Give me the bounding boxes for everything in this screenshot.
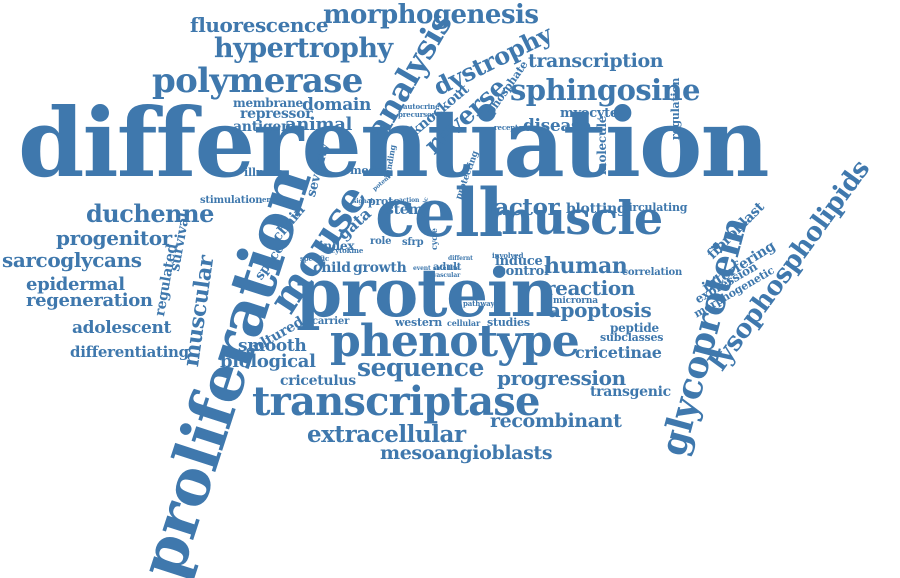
word-membrane: membrane xyxy=(233,96,303,110)
word-cricetulus: cricetulus xyxy=(280,373,356,389)
word-mesoangioblasts: mesoangioblasts xyxy=(380,442,553,464)
word-subclasses: subclasses xyxy=(600,331,664,344)
word-disease: disease xyxy=(523,116,591,136)
word-progression: progression xyxy=(497,366,626,390)
word-event: event xyxy=(413,265,431,272)
word-blotting: blotting xyxy=(566,201,627,217)
word-cell: cell xyxy=(375,174,503,252)
word-morphogenesis: morphogenesis xyxy=(323,0,539,30)
word-stimulation: stimulation xyxy=(200,195,263,206)
word-differentiation: differentiation xyxy=(18,88,770,199)
word-myocyte: myocyte xyxy=(560,106,618,121)
word-control: control xyxy=(498,264,549,279)
word-apoptosis: apoptosis xyxy=(548,298,652,322)
word-studies: studies xyxy=(487,316,530,329)
word-differentiating: differentiating xyxy=(70,343,189,361)
word-recombinant: recombinant xyxy=(490,410,622,432)
word-sfrp: sfrp xyxy=(402,237,424,248)
word-human: human xyxy=(544,253,628,279)
word-circulating: circulating xyxy=(622,201,688,214)
word-sarcoglycans: sarcoglycans xyxy=(2,248,142,272)
word-cellular: cellular xyxy=(447,318,481,328)
word-pathway: pathway xyxy=(463,299,495,308)
word-duchenne: duchenne xyxy=(86,199,214,228)
word-domain: domain xyxy=(302,95,372,115)
word-correlation: correlation xyxy=(622,267,683,278)
word-involved: involved xyxy=(492,251,524,260)
word-smooth: smooth xyxy=(238,336,307,356)
word-western: western xyxy=(395,316,442,329)
word-microrna: microrna xyxy=(553,296,598,306)
word-sequence: sequence xyxy=(357,353,484,382)
word-vascular: vascular xyxy=(433,272,461,279)
word-extracellular: extracellular xyxy=(307,421,466,448)
word-transcriptase: transcriptase xyxy=(252,378,540,425)
word-progenitor: progenitor xyxy=(56,226,172,250)
word-molecule: molecule xyxy=(595,115,609,175)
word-epidermal: epidermal xyxy=(26,274,125,295)
word-fluorescence: fluorescence xyxy=(190,13,329,37)
word-carrier: carrier xyxy=(312,316,350,327)
word-reaction: reaction xyxy=(545,276,635,300)
word-transcription: transcription xyxy=(528,50,664,72)
word-proto: proto xyxy=(368,195,401,208)
word-induce: induce xyxy=(495,254,543,269)
word-satellite: satellite xyxy=(433,265,460,272)
word-polymerase: polymerase xyxy=(152,61,363,101)
word-animal: animal xyxy=(285,114,352,135)
word-biological: biological xyxy=(220,351,316,372)
word-cricetinae: cricetinae xyxy=(575,343,662,362)
word-phenotype: phenotype xyxy=(330,316,580,367)
word-model: model xyxy=(350,164,387,177)
word-specific: specific xyxy=(300,254,330,263)
word-protein: protein xyxy=(296,254,559,332)
word-index: index xyxy=(319,239,355,253)
word-adolescent: adolescent xyxy=(72,318,172,338)
word-autocrine: autocrine xyxy=(403,102,440,111)
word-receptor: receptor xyxy=(494,123,527,132)
word-factor: factor xyxy=(485,194,560,221)
word-illness: illness xyxy=(244,166,283,179)
word-cycle: cycle xyxy=(429,228,439,250)
word-sphingosine: sphingosine xyxy=(510,73,701,107)
word-regulation: regulation xyxy=(669,77,682,140)
word-adult: adult xyxy=(433,262,462,273)
word-embryo: embryo xyxy=(262,195,291,204)
word-growth: growth xyxy=(353,260,407,276)
word-muscle: muscle xyxy=(485,191,663,245)
word-transgenic: transgenic xyxy=(590,384,671,400)
word-precursor: precursor xyxy=(398,110,436,119)
word-antigen: antigen xyxy=(233,119,291,135)
word-child: child xyxy=(313,260,351,276)
word-repressor: repressor xyxy=(240,106,313,122)
word-peptide: peptide xyxy=(610,321,659,335)
word-regulated: regulated xyxy=(152,242,181,318)
word-action: action xyxy=(399,197,420,204)
word-regeneration: regeneration xyxy=(26,290,153,311)
word-different: differnt xyxy=(448,255,473,262)
word-stem: stem xyxy=(386,202,423,218)
word-role: role xyxy=(370,236,392,247)
word-hypertrophy: hypertrophy xyxy=(214,33,393,64)
word-signal: signal xyxy=(353,198,373,205)
word-cytokine: cytokine xyxy=(331,246,364,255)
